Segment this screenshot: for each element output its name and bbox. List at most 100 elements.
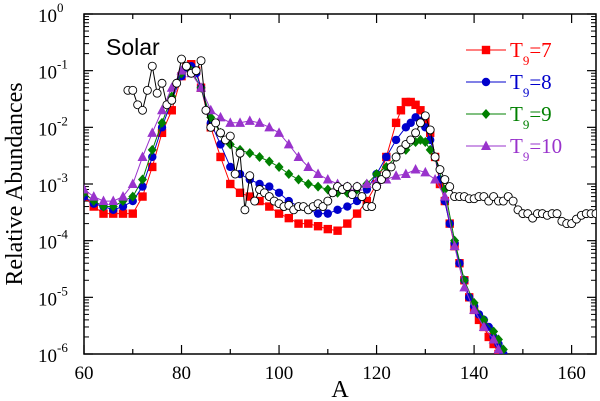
data-point bbox=[118, 191, 129, 201]
data-point bbox=[328, 188, 338, 198]
data-point bbox=[455, 259, 464, 268]
data-point bbox=[235, 148, 245, 158]
data-point bbox=[313, 181, 323, 192]
data-point bbox=[396, 106, 406, 115]
data-point bbox=[138, 182, 147, 191]
data-point bbox=[177, 54, 186, 64]
data-point bbox=[552, 209, 562, 219]
data-point bbox=[406, 135, 416, 145]
data-point bbox=[226, 179, 235, 189]
data-point bbox=[430, 174, 441, 184]
data-point bbox=[323, 224, 333, 234]
data-point bbox=[391, 170, 402, 180]
data-point bbox=[508, 196, 518, 206]
data-point bbox=[226, 162, 235, 172]
data-point bbox=[304, 219, 313, 228]
data-point bbox=[343, 219, 352, 228]
data-point bbox=[499, 355, 507, 363]
y-tick-label: 100 bbox=[38, 0, 64, 27]
data-point bbox=[265, 182, 274, 191]
data-point bbox=[128, 191, 138, 202]
data-point bbox=[127, 178, 138, 188]
data-point bbox=[313, 168, 324, 179]
data-point bbox=[147, 61, 157, 71]
data-point bbox=[303, 161, 314, 171]
data-point bbox=[148, 162, 157, 172]
data-point bbox=[264, 156, 274, 167]
data-point bbox=[352, 209, 362, 218]
x-tick-label: 100 bbox=[265, 363, 294, 384]
legend: T9=7T9=8T9=9T9=10 bbox=[466, 38, 562, 164]
data-point bbox=[382, 152, 391, 162]
data-point bbox=[440, 175, 450, 184]
data-point bbox=[488, 334, 499, 344]
data-point bbox=[157, 117, 167, 128]
data-point bbox=[138, 105, 147, 115]
data-point bbox=[167, 106, 176, 115]
data-point bbox=[313, 222, 323, 231]
series-layer bbox=[84, 54, 596, 363]
data-point bbox=[255, 196, 264, 206]
tick-labels: 60 80 100 120 140 160 100 10-1 10-2 10-3 10-4 10-5 1… bbox=[38, 0, 586, 384]
legend-label: T9=7 bbox=[510, 38, 552, 68]
y-tick-label: 10-6 bbox=[38, 340, 68, 367]
data-point bbox=[108, 195, 119, 206]
data-point bbox=[333, 226, 342, 235]
data-point bbox=[303, 179, 313, 189]
data-point bbox=[449, 240, 460, 251]
data-point bbox=[425, 144, 435, 155]
data-point bbox=[157, 104, 168, 115]
data-point bbox=[181, 61, 191, 71]
data-point bbox=[211, 118, 221, 128]
data-point bbox=[250, 196, 260, 206]
data-point bbox=[381, 169, 391, 179]
legend-label: T9=10 bbox=[510, 134, 562, 164]
data-point bbox=[284, 213, 293, 223]
data-point bbox=[430, 152, 440, 162]
data-point bbox=[474, 315, 484, 325]
data-point bbox=[425, 125, 435, 135]
data-point bbox=[245, 148, 255, 159]
data-point bbox=[391, 118, 401, 128]
data-point bbox=[322, 174, 333, 184]
data-point bbox=[147, 144, 157, 155]
series-Solar bbox=[123, 54, 596, 229]
x-tick-label: 140 bbox=[460, 363, 489, 384]
data-point bbox=[201, 105, 211, 115]
data-point bbox=[481, 45, 491, 55]
data-point bbox=[504, 355, 512, 363]
data-point bbox=[294, 174, 304, 185]
data-point bbox=[240, 205, 250, 215]
data-point bbox=[235, 188, 245, 197]
data-point bbox=[367, 202, 377, 211]
data-point bbox=[138, 174, 148, 185]
data-point bbox=[420, 166, 431, 177]
data-point bbox=[391, 152, 401, 162]
y-tick-label: 10-5 bbox=[38, 283, 68, 310]
data-point bbox=[362, 196, 372, 206]
legend-label: T9=9 bbox=[510, 102, 552, 132]
y-tick-label: 10-4 bbox=[38, 227, 68, 254]
legend-label: T9=8 bbox=[510, 70, 552, 100]
data-point bbox=[274, 127, 285, 137]
data-point bbox=[142, 85, 152, 95]
data-point bbox=[591, 209, 596, 219]
legend-entry-T9=9: T9=9 bbox=[466, 102, 552, 132]
data-point bbox=[216, 152, 225, 162]
data-point bbox=[216, 128, 225, 138]
data-point bbox=[133, 100, 143, 110]
data-point bbox=[274, 209, 284, 218]
data-point bbox=[274, 188, 284, 197]
x-axis-title: A bbox=[331, 377, 349, 401]
data-point bbox=[342, 182, 352, 192]
data-point bbox=[386, 162, 396, 172]
data-point bbox=[138, 192, 147, 201]
data-point bbox=[293, 151, 304, 161]
data-point bbox=[333, 205, 342, 215]
data-point bbox=[391, 135, 401, 145]
data-point bbox=[255, 151, 265, 162]
data-point bbox=[401, 97, 411, 107]
data-point bbox=[411, 128, 421, 138]
axis-ticks bbox=[83, 13, 596, 355]
